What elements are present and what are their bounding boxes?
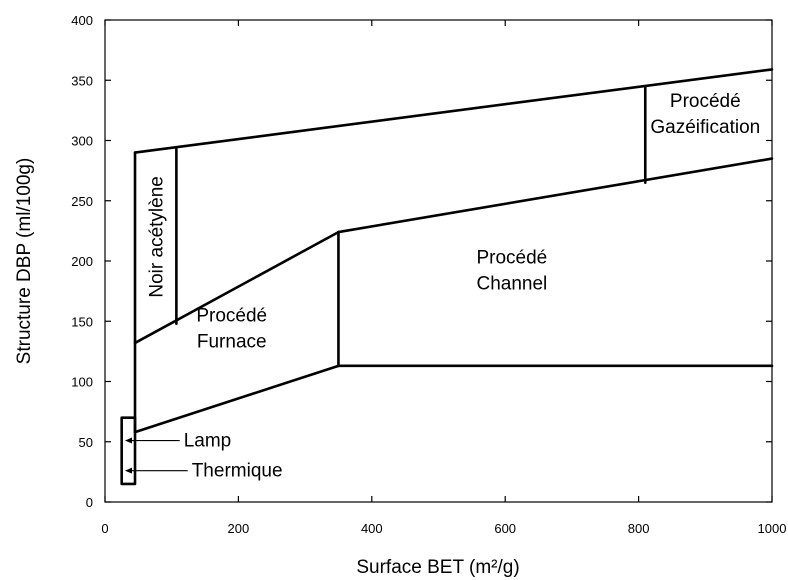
y-tick-label: 250 — [71, 194, 93, 209]
boundary-lamp-thermique-box — [120, 416, 137, 486]
x-tick-label: 200 — [228, 521, 250, 536]
boundary-upper — [133, 68, 774, 154]
region-label: Procédé Furnace — [196, 305, 267, 352]
tick-labels: 0 200 400 600 800 1000 0 50 100 150 200 250 300 350 40… — [71, 13, 786, 536]
boundary-channel-upper — [337, 157, 774, 234]
boundary-furnace-lower — [133, 364, 340, 434]
y-tick-label: 0 — [86, 495, 93, 510]
y-tick-label: 350 — [71, 73, 93, 88]
y-tick-label: 100 — [71, 375, 93, 390]
axis-ticks — [104, 19, 773, 503]
boundary-furnace-upper — [133, 230, 340, 345]
region-label-acetylene: Noir acétylène — [147, 176, 168, 297]
region-label: Procédé Gazéification — [650, 91, 760, 138]
y-tick-label: 200 — [71, 254, 93, 269]
region-label-lamp: Lamp — [184, 431, 232, 452]
callout-arrowhead — [125, 467, 133, 474]
callout-arrowhead — [125, 437, 133, 444]
x-tick-label: 1000 — [758, 521, 787, 536]
region-labels: Noir acétylène Procédé Furnace Procédé Chann… — [125, 91, 760, 482]
x-tick-label: 600 — [494, 521, 516, 536]
y-tick-label: 300 — [71, 134, 93, 149]
region-boundaries — [120, 68, 774, 486]
y-tick-label: 50 — [79, 435, 93, 450]
x-axis-title: Surface BET (m²/g) — [356, 557, 519, 578]
region-label-thermique: Thermique — [192, 461, 283, 482]
y-axis-title: Structure DBP (ml/100g) — [14, 158, 35, 365]
region-label: Procédé Channel — [476, 247, 547, 294]
x-tick-label: 800 — [628, 521, 650, 536]
x-tick-label: 0 — [101, 521, 108, 536]
y-tick-label: 150 — [71, 314, 93, 329]
x-tick-label: 400 — [361, 521, 383, 536]
y-tick-label: 400 — [71, 13, 93, 28]
